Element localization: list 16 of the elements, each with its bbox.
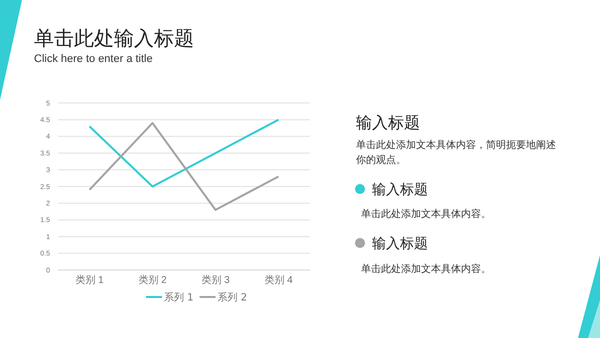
text: 单击此处添加文本具体内容。 xyxy=(361,263,491,275)
legend-label: 系列 2 xyxy=(218,292,248,304)
chart-subtitle: Click here to enter a title xyxy=(34,53,153,65)
line-series xyxy=(88,122,280,211)
chart-title: 单击此处输入标题 xyxy=(34,26,194,50)
x-tick-label: 类别 2 xyxy=(138,274,168,286)
text: 单击此处添加文本具体内容。 xyxy=(361,208,491,220)
x-tick-label: 类别 4 xyxy=(264,274,294,286)
text: 输入标题 xyxy=(372,182,428,198)
line-series xyxy=(88,118,280,188)
x-tick-label: 类别 1 xyxy=(75,274,104,286)
text: 输入标题 xyxy=(372,236,428,252)
text: 单击此处添加文本具体内容，简明扼要地阐述你的观点。 xyxy=(356,139,556,166)
legend-label: 系列 1 xyxy=(164,292,194,304)
text: 输入标题 xyxy=(356,113,420,132)
x-tick-label: 类别 3 xyxy=(201,274,230,286)
